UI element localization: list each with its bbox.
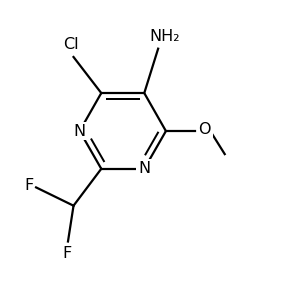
Text: Cl: Cl [63, 37, 79, 52]
Text: N: N [74, 124, 86, 139]
Text: O: O [198, 122, 211, 137]
Text: NH₂: NH₂ [150, 29, 180, 44]
Text: F: F [62, 246, 71, 261]
Text: F: F [25, 178, 34, 193]
Text: N: N [138, 161, 150, 176]
